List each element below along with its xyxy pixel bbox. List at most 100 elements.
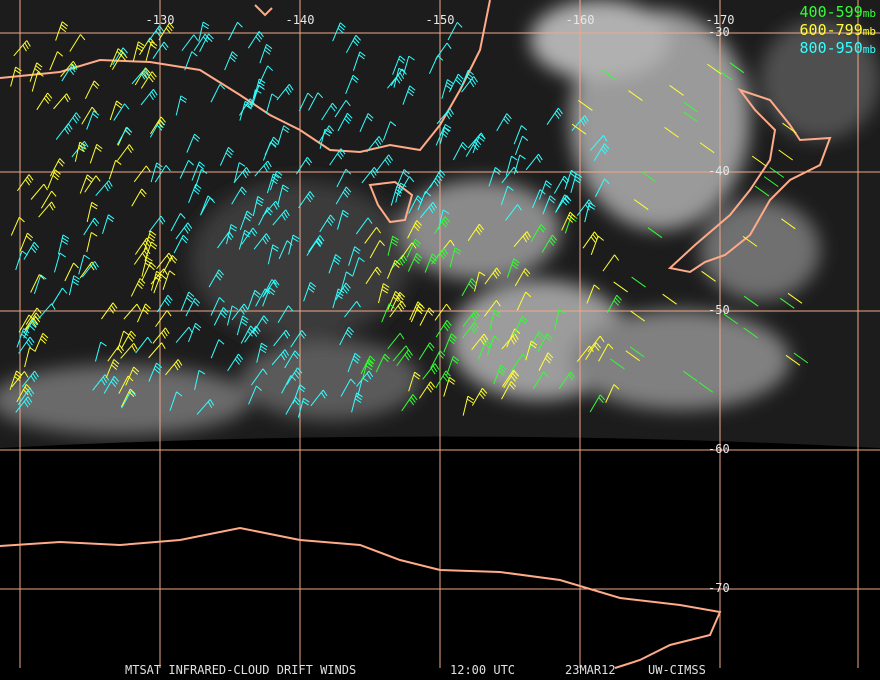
barb-feather (359, 51, 366, 57)
barb-feather (244, 229, 251, 235)
barb-feather (348, 326, 354, 333)
wind-barb (516, 291, 532, 311)
wind-barb (298, 191, 315, 209)
wind-barb (252, 196, 264, 217)
barb-feather (59, 252, 66, 258)
barb-feather (444, 126, 451, 132)
barb-feather (353, 249, 360, 255)
barb-feather (59, 158, 65, 164)
barb-feather (474, 322, 479, 329)
barb-feather (39, 274, 45, 280)
barb-feather (395, 77, 401, 84)
barb-feather (195, 322, 202, 329)
barb-feather (207, 401, 213, 408)
barb-shaft (226, 305, 233, 326)
barb-shaft (505, 204, 518, 221)
barb-feather (599, 335, 605, 343)
barb-feather (351, 77, 358, 83)
wind-barb (92, 374, 110, 391)
wind-barb (175, 95, 188, 116)
barb-feather (129, 333, 135, 340)
barb-feather (256, 198, 264, 204)
barb-feather (544, 183, 551, 189)
barb-feather (154, 365, 161, 371)
wind-barb (86, 110, 100, 130)
wind-barb (501, 369, 519, 387)
wind-barb (389, 300, 407, 318)
barb-feather (413, 374, 420, 380)
barb-feather (146, 256, 153, 262)
barb-feather (539, 226, 545, 233)
barb-feather (104, 184, 109, 192)
barb-shaft (30, 274, 40, 293)
barb-feather (30, 247, 37, 254)
footer-source: UW-CIMSS (648, 663, 706, 677)
barb-feather (153, 368, 160, 374)
wind-barb (329, 148, 346, 166)
barb-feather (28, 314, 35, 321)
barb-feather (538, 153, 543, 161)
barb-feather (428, 307, 435, 314)
wind-barb (267, 244, 279, 265)
barb-feather (373, 167, 379, 174)
wind-barb (303, 282, 317, 302)
barb-feather (158, 218, 164, 225)
barb-feather (409, 85, 416, 91)
wind-barb (348, 246, 361, 266)
barb-feather (27, 396, 33, 403)
barb-feather (448, 379, 455, 385)
barb-feather (51, 190, 57, 197)
barb-shaft (117, 330, 125, 351)
barb-feather (168, 252, 174, 260)
barb-feather (273, 203, 278, 210)
barb-shaft (586, 284, 595, 304)
wind-barb (284, 350, 300, 369)
barb-feather (156, 162, 163, 168)
barb-feather (499, 367, 506, 373)
wind-barb (248, 385, 262, 405)
barb-feather (113, 375, 120, 382)
barb-feather (358, 54, 365, 60)
barb-feather (473, 76, 479, 83)
barb-feather (171, 255, 178, 261)
wind-barb (208, 269, 224, 288)
barb-feather (367, 217, 373, 224)
barb-feather (366, 362, 373, 368)
barb-feather (561, 199, 568, 206)
barb-feather (460, 144, 467, 151)
barb-feather (510, 381, 517, 387)
latitude-label: -60 (708, 442, 730, 456)
barb-feather (614, 297, 621, 304)
barb-feather (613, 384, 620, 390)
barb-feather (109, 307, 115, 314)
wind-barb (337, 112, 353, 132)
barb-feather (336, 294, 343, 300)
wind-barb (471, 333, 489, 351)
barb-feather (61, 240, 68, 245)
barb-shaft (154, 165, 167, 183)
barb-feather (432, 365, 438, 373)
barb-shaft (513, 125, 522, 145)
barb-feather (536, 156, 541, 163)
barb-shaft (153, 274, 162, 294)
wind-barb (173, 234, 189, 254)
barb-feather (257, 196, 264, 201)
barb-feather (145, 247, 151, 255)
barb-feather (344, 118, 350, 124)
barb-shaft (184, 51, 193, 71)
wind-barb (109, 48, 124, 68)
wind-barb (598, 343, 614, 362)
barb-feather (299, 332, 305, 339)
barb-feather (29, 325, 36, 331)
barb-feather (446, 82, 453, 87)
barb-feather (145, 303, 151, 309)
wind-barb (49, 51, 64, 71)
wind-barb (532, 371, 549, 390)
wind-barb (24, 347, 36, 368)
barb-feather (562, 197, 569, 203)
barb-feather (509, 383, 515, 390)
barb-feather (398, 58, 405, 64)
barb-feather (337, 291, 344, 297)
barb-feather (370, 171, 375, 179)
